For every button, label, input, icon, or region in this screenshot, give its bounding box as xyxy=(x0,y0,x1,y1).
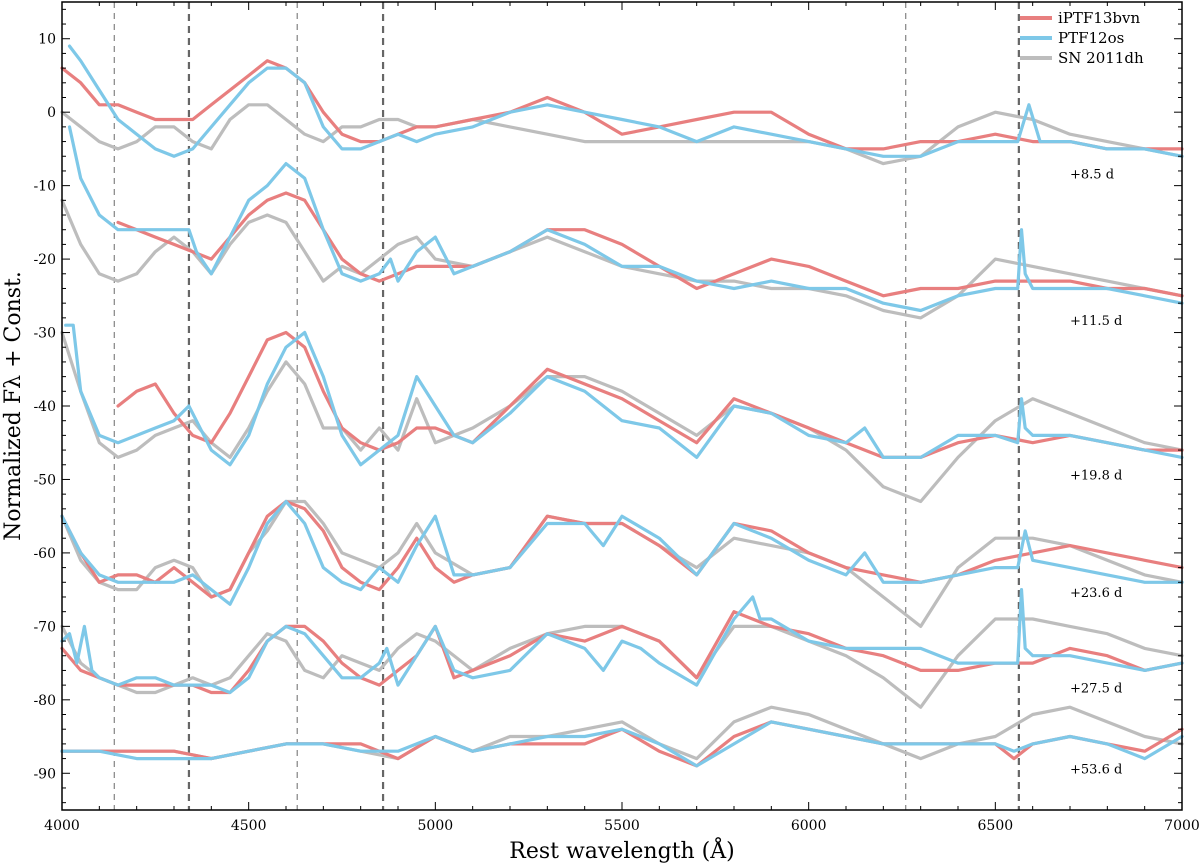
reference-lines xyxy=(113,2,1020,810)
legend-entry: PTF12os xyxy=(1058,29,1124,47)
epoch-label: +11.5 d xyxy=(1070,314,1122,329)
x-tick-label: 5000 xyxy=(418,818,454,834)
x-axis-label: Rest wavelength (Å) xyxy=(509,836,734,864)
series-line-ptf12os xyxy=(60,499,1184,606)
series-line-iptf13bvn xyxy=(60,610,1184,695)
x-tick-label: 7000 xyxy=(1164,818,1200,834)
series-line-ptf12os xyxy=(60,587,1184,695)
epoch-label: +8.5 d xyxy=(1070,167,1114,182)
spectra-series xyxy=(60,44,1184,768)
axis-ticks: 4000 4500 5000 5500 6000 6500 7000 10 0 -10 -20 -30… xyxy=(33,2,1200,834)
series-line-sn-2011dh xyxy=(60,499,1184,629)
x-tick-label: 6000 xyxy=(791,818,827,834)
series-line-ptf12os xyxy=(67,125,1184,313)
y-tick-label: -10 xyxy=(33,179,56,195)
series-line-iptf13bvn xyxy=(60,59,1184,151)
y-tick-label: -40 xyxy=(33,399,56,415)
series-line-sn-2011dh xyxy=(60,198,1184,320)
y-tick-label: -80 xyxy=(33,693,56,709)
series-line-iptf13bvn xyxy=(116,330,1184,459)
series-line-sn-2011dh xyxy=(60,330,1184,504)
x-tick-label: 4500 xyxy=(231,818,267,834)
legend-entry: iPTF13bvn xyxy=(1058,9,1140,27)
y-tick-label: -90 xyxy=(33,766,56,782)
y-tick-label: 0 xyxy=(47,105,56,121)
legend: iPTF13bvn PTF12os SN 2011dh xyxy=(1020,9,1144,67)
legend-entry: SN 2011dh xyxy=(1058,49,1144,67)
series-line-ptf12os xyxy=(64,323,1184,467)
plot-frame xyxy=(61,1,1183,811)
y-tick-label: -50 xyxy=(33,472,56,488)
epoch-labels: +8.5 d +11.5 d +19.8 d +23.6 d +27.5 d +53.6 … xyxy=(1070,167,1122,777)
epoch-label: +27.5 d xyxy=(1070,681,1122,696)
y-axis-label: Normalized Fλ + Const. xyxy=(1,271,26,541)
y-tick-label: -60 xyxy=(33,546,56,562)
x-tick-label: 5500 xyxy=(604,818,640,834)
epoch-label: +23.6 d xyxy=(1070,586,1122,601)
epoch-label: +19.8 d xyxy=(1070,468,1122,483)
y-tick-label: -70 xyxy=(33,619,56,635)
series-line-ptf12os xyxy=(67,44,1184,158)
x-tick-label: 6500 xyxy=(978,818,1014,834)
series-line-ptf12os xyxy=(60,720,1184,768)
y-tick-label: -20 xyxy=(33,252,56,268)
y-tick-label: -30 xyxy=(33,326,56,342)
epoch-label: +53.6 d xyxy=(1070,762,1122,777)
series-line-sn-2011dh xyxy=(60,617,1184,709)
x-tick-label: 4000 xyxy=(44,818,80,834)
y-tick-label: 10 xyxy=(38,32,56,48)
